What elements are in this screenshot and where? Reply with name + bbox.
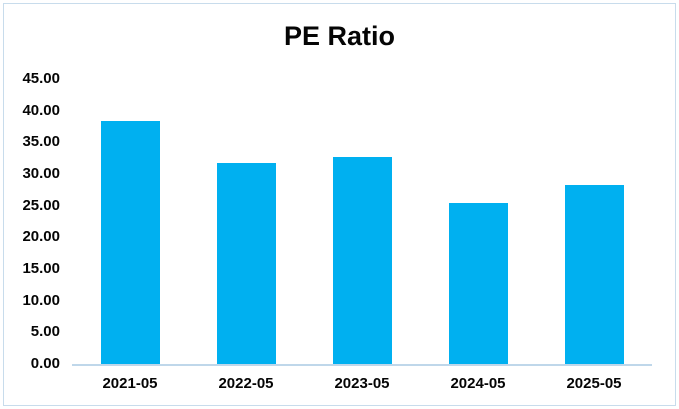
bar-2021-05 (101, 121, 160, 364)
y-axis-tick-label: 35.00 (22, 133, 60, 151)
y-axis-tick-label: 20.00 (22, 228, 60, 246)
bar-2025-05 (565, 185, 624, 364)
chart-title: PE Ratio (283, 21, 396, 51)
y-axis-tick-label: 10.00 (22, 291, 60, 309)
y-axis-tick-label: 30.00 (22, 165, 60, 182)
y-axis-tick-label: 15.00 (22, 260, 60, 277)
y-axis-tick-label: 0.00 (30, 355, 60, 372)
y-axis-tick-label: 5.00 (30, 323, 60, 341)
x-axis-label: 2025-05 (566, 375, 622, 392)
x-axis-label: 2024-05 (450, 375, 506, 392)
y-axis-tick-label: 40.00 (22, 101, 60, 119)
x-axis-label: 2023-05 (334, 375, 390, 392)
y-axis-tick-label: 25.00 (22, 196, 60, 214)
bar-2024-05 (449, 203, 508, 364)
bar-2022-05 (217, 163, 276, 364)
x-axis-label: 2021-05 (102, 375, 158, 392)
x-axis-line (72, 364, 652, 366)
x-axis-label: 2022-05 (218, 375, 274, 392)
y-axis-tick-label: 45.00 (22, 70, 60, 87)
bar-2023-05 (333, 157, 392, 364)
